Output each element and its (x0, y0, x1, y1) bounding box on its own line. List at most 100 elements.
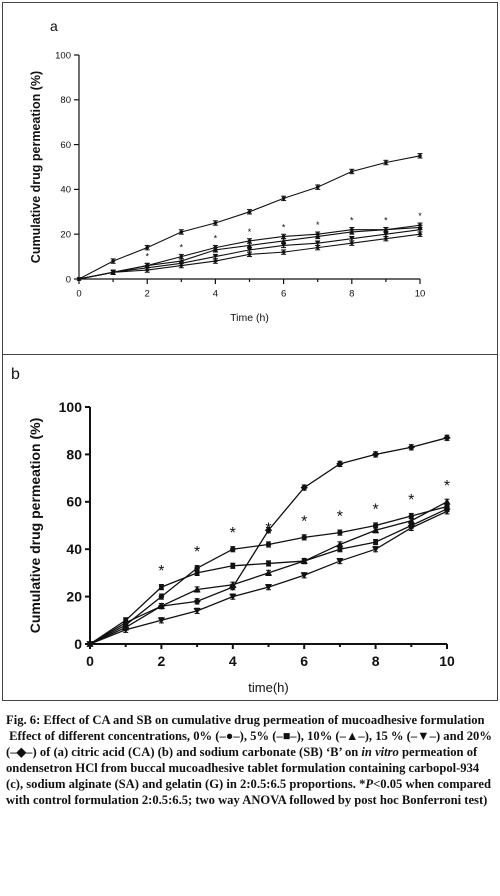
x-tick-label: 6 (300, 653, 308, 669)
data-point-diamond (383, 236, 389, 242)
data-point-triangle-up (349, 229, 355, 234)
data-point-square (179, 255, 183, 259)
data-point-diamond (144, 267, 150, 273)
data-point-diamond (110, 269, 116, 275)
significance-star: * (337, 509, 343, 526)
data-point-circle (372, 522, 379, 529)
y-tick-label: 80 (66, 446, 82, 462)
data-point-circle (194, 565, 200, 571)
data-point-circle (179, 230, 184, 234)
data-point-triangle-up (336, 540, 344, 548)
chart-a-svg: a 0 20 40 60 80 100 0 2 4 6 8 10 Time (h) Cumulative d… (29, 18, 426, 324)
panel-label: b (11, 366, 20, 383)
data-point-triangle-up (315, 234, 321, 239)
data-point-triangle-down (349, 236, 355, 242)
significance-star: * (282, 222, 286, 232)
data-point-square (373, 539, 378, 545)
chart-b-svg: b 0 20 40 60 80 100 0 2 4 6 8 10 time(h) Cumulative dr… (11, 366, 455, 695)
legend-glyph-circle: –●– (219, 729, 240, 743)
significance-star: * (194, 544, 200, 561)
caption-part-7: <0.05 when compared with control formula… (6, 777, 491, 807)
data-point-diamond (372, 450, 380, 458)
data-point-triangle-down (122, 626, 130, 634)
x-tick-label: 8 (372, 653, 380, 669)
significance-star: * (350, 216, 354, 226)
data-point-circle (230, 546, 236, 552)
data-point-triangle-down (372, 546, 380, 553)
data-point-triangle-up (281, 238, 286, 243)
x-tick-label: 8 (349, 289, 354, 300)
caption-p-symbol: P (365, 777, 374, 791)
x-tick-label: 4 (213, 289, 218, 300)
x-tick-label: 4 (229, 653, 237, 669)
y-axis-title: Cumulative drug permeation (%) (29, 71, 43, 263)
data-point-triangle-down (264, 584, 273, 591)
y-tick-label: 40 (60, 185, 71, 196)
data-point-triangle-down (315, 241, 321, 246)
x-tick-label: 2 (145, 289, 150, 300)
data-point-triangle-up (443, 498, 451, 505)
y-tick-label: 60 (66, 494, 82, 510)
data-point-triangle-up (264, 569, 273, 576)
data-point-triangle-up (193, 585, 201, 593)
significance-star: * (384, 216, 388, 226)
significance-star: * (301, 513, 307, 530)
legend-glyph-square: –■– (276, 729, 297, 743)
data-point-square (266, 561, 271, 566)
data-point-triangle-down (247, 247, 252, 253)
data-point-square (282, 234, 286, 238)
caption-part-2: ), 10% ( (296, 729, 340, 743)
data-point-diamond (178, 263, 184, 268)
caption-part-1: ), 5% ( (239, 729, 277, 743)
data-point-circle (281, 196, 286, 201)
caption-in-vitro: in vitro (361, 745, 399, 759)
data-point-square (230, 563, 236, 569)
data-point-diamond (315, 245, 321, 251)
data-point-diamond (213, 258, 218, 264)
data-point-triangle-down (213, 254, 218, 259)
legend-glyph-triangle-up: –▲– (339, 729, 365, 743)
caption-part-5: ) of (a) citric acid (CA) (b) and sodium… (32, 745, 362, 759)
caption-part-3: ), 15 % ( (364, 729, 411, 743)
data-point-triangle-down (157, 617, 165, 624)
data-point-triangle-down (443, 508, 451, 515)
data-point-diamond (407, 443, 415, 451)
data-point-triangle-down (300, 572, 308, 579)
data-point-triangle-down (383, 232, 389, 237)
data-point-square (194, 570, 200, 576)
data-point-circle (213, 221, 218, 225)
significance-star: * (418, 211, 422, 221)
data-point-circle (301, 534, 307, 541)
x-tick-label: 0 (86, 653, 94, 669)
data-point-triangle-down (407, 524, 415, 532)
y-axis-title: Cumulative drug permeation (%) (27, 418, 43, 633)
data-point-triangle-up (300, 557, 308, 564)
data-point-circle (111, 259, 115, 263)
data-point-triangle-up (213, 247, 218, 252)
figure-caption: Fig. 6: Effect of CA and SB on cumulativ… (6, 712, 494, 808)
data-point-triangle-down (193, 607, 201, 615)
data-point-triangle-up (372, 526, 380, 534)
caption-part-0: Effect of different concentrations, 0% ( (9, 729, 220, 743)
caption-part-4: ) and 20% ( (6, 729, 492, 759)
y-tick-label: 100 (59, 399, 83, 415)
data-point-square (159, 584, 164, 590)
data-point-diamond (86, 640, 94, 648)
y-tick-label: 20 (66, 589, 82, 605)
data-point-triangle-down (336, 558, 344, 565)
data-point-diamond (229, 583, 237, 591)
data-point-diamond (417, 231, 423, 237)
significance-star: * (408, 492, 414, 509)
data-point-diamond (281, 249, 286, 255)
data-point-diamond (122, 619, 130, 627)
x-tick-label: 10 (415, 289, 426, 300)
y-tick-label: 0 (74, 636, 82, 652)
significance-star: * (265, 520, 271, 537)
data-point-circle (265, 541, 272, 548)
caption-body: Effect of different concentrations, 0% (… (6, 728, 494, 808)
significance-star: * (214, 234, 218, 244)
y-tick-label: 20 (60, 230, 71, 241)
data-point-diamond (193, 597, 201, 605)
data-point-diamond (336, 460, 344, 468)
series-line-circle (78, 155, 421, 280)
